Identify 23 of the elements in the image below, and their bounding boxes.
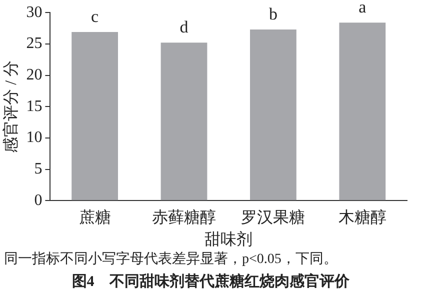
y-tick-label: 5 xyxy=(34,160,42,178)
bar xyxy=(160,42,208,200)
annotation: b xyxy=(268,4,278,24)
y-axis-title: 感官评分 / 分 xyxy=(2,60,20,153)
x-tick-label: 赤藓糖醇 xyxy=(152,208,216,226)
annotation: a xyxy=(358,0,367,17)
x-tick-label: 蔗糖 xyxy=(78,208,111,226)
text: 图4 不同甜味剂替代蔗糖红烧肉感官评价 xyxy=(70,272,350,292)
bar xyxy=(72,32,118,200)
y-tick-label: 25 xyxy=(26,35,42,52)
annotation: d xyxy=(180,18,189,37)
annotation: c xyxy=(91,6,100,26)
y-tick-label: 15 xyxy=(26,98,42,115)
x-tick-label: 木糖醇 xyxy=(338,208,386,226)
x-axis-title: 甜味剂 xyxy=(204,230,253,249)
bar xyxy=(339,22,386,200)
y-tick-label: 20 xyxy=(26,66,42,84)
x-tick-label: 罗汉果糖 xyxy=(241,208,306,226)
bar xyxy=(250,30,296,200)
y-tick-label: 30 xyxy=(26,4,42,21)
y-tick-label: 10 xyxy=(26,129,42,146)
text: 同一指标不同小写字母代表差异显著，p<0.05，下同。 xyxy=(3,250,338,269)
y-tick-label: 0 xyxy=(34,192,42,209)
